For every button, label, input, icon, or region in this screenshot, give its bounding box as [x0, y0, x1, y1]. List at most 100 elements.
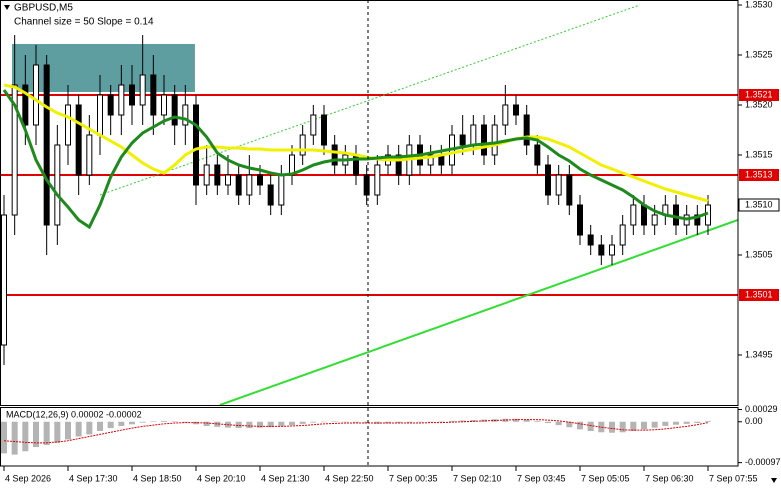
macd-bar [577, 421, 583, 430]
candle-body [22, 84, 29, 126]
y-tick-label: 1.3525 [745, 49, 773, 59]
candle-body [11, 84, 18, 216]
macd-bar [54, 421, 61, 443]
y-tick-label: 1.3530 [745, 0, 773, 9]
candle-body [395, 154, 402, 176]
zone [12, 44, 195, 92]
candle-body [54, 144, 61, 226]
candle-body [577, 204, 583, 236]
candle-body [523, 114, 530, 146]
macd-bar [129, 421, 135, 425]
macd-bar [299, 421, 306, 424]
macd-bar [662, 421, 669, 426]
macd-bar [587, 421, 594, 432]
candle-body [459, 134, 466, 146]
macd-bar [310, 421, 317, 423]
x-tick-label: 4 Sep 21:30 [261, 473, 310, 483]
candle-body [257, 174, 263, 186]
x-tick-label: 7 Sep 06:30 [645, 473, 694, 483]
macd-bar [395, 421, 402, 424]
x-tick-label: 4 Sep 17:30 [69, 473, 118, 483]
level-label-box [739, 289, 779, 301]
moving-average [2, 89, 709, 230]
macd-bar [598, 421, 605, 433]
candle-body [33, 64, 39, 126]
macd-bar [641, 421, 647, 430]
macd-bar [43, 421, 50, 445]
candle-body [118, 84, 125, 116]
macd-bar [107, 421, 114, 429]
macd-frame [0, 407, 739, 467]
candle-body [278, 174, 285, 206]
macd-bar [459, 420, 466, 422]
x-tick-label: 4 Sep 2026 [5, 473, 51, 483]
macd-bar [278, 421, 285, 426]
last-price-label: 1.3510 [745, 199, 773, 209]
macd-bar [33, 421, 39, 448]
macd-bar [171, 421, 178, 422]
main-plot [0, 4, 738, 405]
candle-body [427, 154, 434, 166]
x-tick-label: 4 Sep 20:10 [197, 473, 246, 483]
y-tick-label: 1.3515 [745, 149, 773, 159]
candle-body [491, 124, 498, 156]
axes: 1.3530 1.3525 1.3520 1.3515 1.3505 1.3495 1.35… [3, 0, 781, 483]
macd-bar [609, 421, 615, 433]
candle-body [139, 74, 146, 106]
macd-bar [523, 419, 530, 422]
x-tick-label: 7 Sep 02:10 [453, 473, 502, 483]
candle-body [513, 104, 519, 116]
candle-body [598, 244, 605, 256]
macd-bar [566, 421, 573, 428]
candle-body [694, 214, 701, 226]
candle-body [331, 144, 338, 166]
macd-bar [289, 421, 295, 426]
macd-bar [481, 419, 487, 422]
macd-y-tick-label: 0.00 [745, 416, 763, 426]
trendline [219, 219, 738, 405]
candle-body [545, 164, 551, 196]
macd-bar [75, 421, 82, 437]
candle-body [566, 174, 573, 206]
macd-bar [65, 421, 71, 440]
candle-body [43, 64, 50, 226]
macd-bar [513, 418, 519, 422]
macd-bar [534, 420, 541, 422]
candle-body [1, 214, 7, 346]
chart-subtitle: Channel size = 50 Slope = 0.14 [14, 17, 154, 28]
candle-body [321, 114, 327, 146]
macd-plot [1, 418, 711, 455]
candle-body [363, 174, 370, 196]
level-label-box [739, 89, 779, 101]
macd-bar [235, 421, 242, 429]
macd-bar [331, 421, 338, 422]
candle-body [171, 94, 178, 126]
candle-body [641, 204, 647, 226]
macd-bar [449, 420, 455, 422]
candle-body [193, 104, 199, 186]
candle-body [630, 204, 637, 226]
macd-bar [545, 421, 551, 424]
macd-bar [651, 421, 658, 428]
level-label: 1.3501 [745, 289, 773, 299]
chart-title: GBPUSD,M5 [14, 3, 73, 14]
y-tick-label: 1.3495 [745, 349, 773, 359]
candle-body [86, 134, 93, 176]
macd-bar [321, 421, 327, 423]
level-label: 1.3513 [745, 169, 773, 179]
candle-body [225, 174, 231, 186]
candle-body [97, 94, 103, 136]
candle-body [470, 124, 477, 146]
x-tick-label: 4 Sep 22:50 [325, 473, 374, 483]
macd-signal [3, 419, 709, 444]
candle-body [555, 174, 562, 196]
macd-bar [502, 418, 509, 422]
candle-body [107, 94, 114, 116]
candle-body [203, 164, 210, 186]
candle-body [587, 234, 594, 246]
macd-bar [694, 421, 701, 424]
macd-y-tick-label: -0.00097 [745, 457, 781, 467]
